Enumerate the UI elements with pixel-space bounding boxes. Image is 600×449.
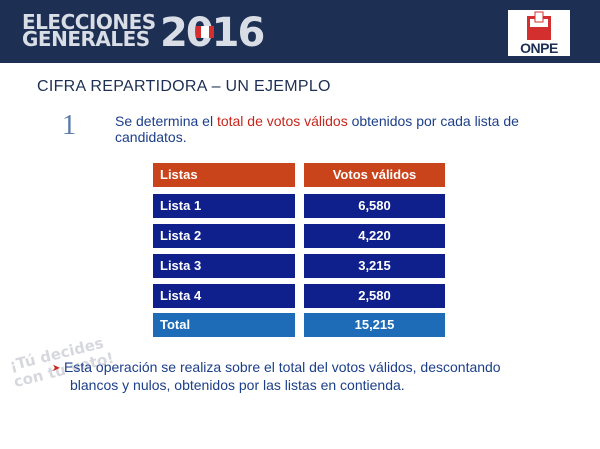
onpe-text: ONPE — [508, 41, 570, 56]
header-listas: Listas — [153, 163, 295, 187]
logo-line1: ELECCIONES — [22, 10, 156, 34]
header-banner: ELECCIONES GENERALES 2016 ONPE — [0, 0, 600, 63]
header-votos: Votos válidos — [304, 163, 445, 187]
total-votes: 15,215 — [304, 313, 445, 337]
step-description: Se determina el total de votos válidos o… — [115, 113, 545, 145]
step-text-highlight: total de votos válidos — [216, 113, 348, 129]
arrow-bullet-icon: ➤ — [52, 363, 61, 374]
step-text-before: Se determina el — [115, 113, 217, 129]
note-line2: blancos y nulos, obtenidos por las lista… — [70, 377, 405, 393]
note-line1: Esta operación se realiza sobre el total… — [64, 359, 501, 375]
ballot-box-icon — [508, 10, 570, 42]
row-lista-votes: 2,580 — [304, 284, 445, 308]
flag-icon — [196, 26, 214, 38]
row-lista-label: Lista 4 — [153, 284, 295, 308]
row-lista-label: Lista 1 — [153, 194, 295, 218]
total-label: Total — [153, 313, 295, 337]
step-number: 1 — [62, 110, 76, 141]
onpe-logo: ONPE — [508, 10, 570, 56]
logo-line2: GENERALES — [22, 27, 150, 51]
note-paragraph: ➤ Esta operación se realiza sobre el tota… — [52, 359, 552, 393]
row-lista-votes: 3,215 — [304, 254, 445, 278]
row-lista-votes: 4,220 — [304, 224, 445, 248]
elections-logo: ELECCIONES GENERALES — [22, 10, 156, 51]
page-title: CIFRA REPARTIDORA – UN EJEMPLO — [37, 78, 331, 95]
row-lista-label: Lista 3 — [153, 254, 295, 278]
row-lista-votes: 6,580 — [304, 194, 445, 218]
step-text-after: obtenidos por cada lista de candidatos. — [115, 113, 519, 145]
row-lista-label: Lista 2 — [153, 224, 295, 248]
